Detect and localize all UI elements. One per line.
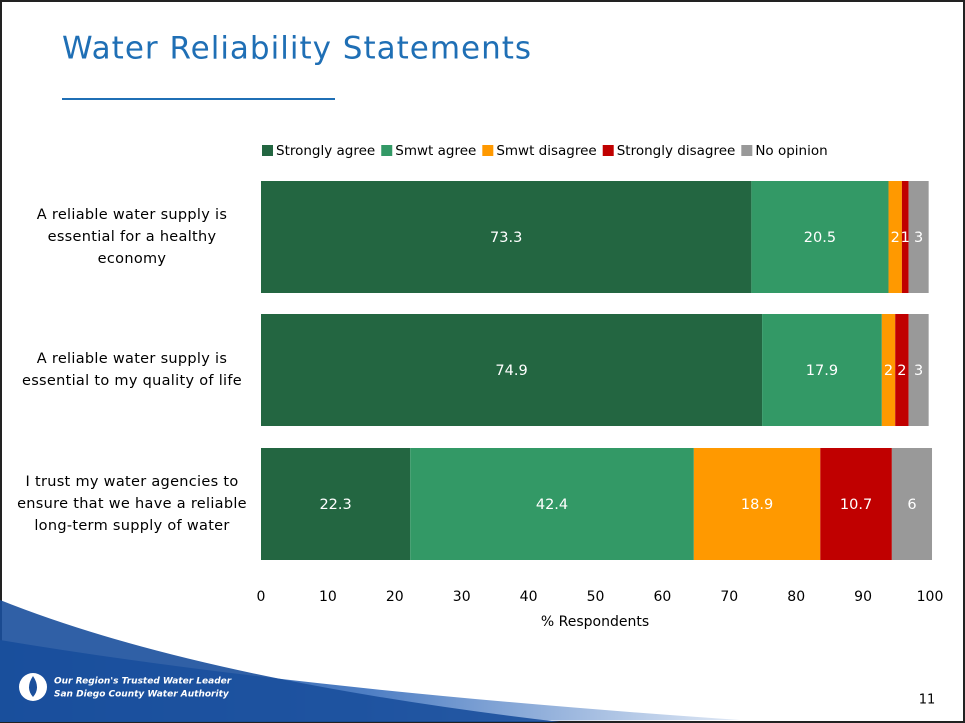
data-label: 73.3 <box>490 230 522 246</box>
legend-label: Strongly disagree <box>617 143 736 159</box>
legend-label: Strongly agree <box>276 143 375 159</box>
data-label: 3 <box>914 230 923 246</box>
bar-segment <box>908 181 929 293</box>
x-tick-label: 40 <box>520 589 538 605</box>
x-tick-label: 100 <box>917 589 944 605</box>
legend-swatch <box>262 145 273 156</box>
bar-segment <box>820 448 892 560</box>
legend-label: No opinion <box>755 143 827 159</box>
bar-segment <box>261 314 763 426</box>
legend-label: Smwt disagree <box>496 143 596 159</box>
x-tick-label: 60 <box>653 589 671 605</box>
slide-title: Water Reliability Statements <box>62 31 532 67</box>
data-label: 20.5 <box>804 230 836 246</box>
legend-swatch <box>741 145 753 156</box>
footer-text: Our Region's Trusted Water Leader <box>54 677 232 687</box>
category-label: A reliable water supply is essential for… <box>36 207 228 267</box>
x-tick-label: 0 <box>257 589 266 605</box>
bar-segment <box>751 181 889 293</box>
data-label: 2 <box>891 230 900 246</box>
x-tick-label: 90 <box>854 589 872 605</box>
x-tick-label: 20 <box>386 589 404 605</box>
bar-segment <box>895 314 909 426</box>
logo-drop <box>29 676 37 697</box>
bar-segment <box>261 181 752 293</box>
footer-wave-dark <box>0 600 560 722</box>
data-label: 2 <box>884 363 893 379</box>
legend-swatch <box>482 145 494 156</box>
bar-segment <box>410 448 694 560</box>
legend-swatch <box>381 145 393 156</box>
footer-text: San Diego County Water Authority <box>54 690 230 700</box>
data-label: 42.4 <box>536 497 568 513</box>
category-label: I trust my water agencies to ensure that… <box>17 474 247 534</box>
data-label: 2 <box>897 363 906 379</box>
data-label: 17.9 <box>806 363 838 379</box>
data-label: 74.9 <box>495 363 527 379</box>
x-tick-label: 50 <box>587 589 605 605</box>
data-label: 6 <box>907 497 916 513</box>
bar-segment <box>261 448 411 560</box>
data-label: 3 <box>914 363 923 379</box>
bar-segment <box>901 181 909 293</box>
bar-segment <box>888 181 902 293</box>
bar-segment <box>908 314 929 426</box>
x-tick-label: 10 <box>319 589 337 605</box>
x-tick-label: 30 <box>453 589 471 605</box>
category-label: A reliable water supply is essential to … <box>21 351 243 389</box>
legend-swatch <box>602 145 614 156</box>
data-label: 22.3 <box>319 497 351 513</box>
legend-label: Smwt agree <box>395 143 476 159</box>
data-label: 1 <box>901 230 910 246</box>
page-number: 11 <box>919 693 936 708</box>
x-tick-label: 70 <box>720 589 738 605</box>
bar-segment <box>762 314 882 426</box>
bar-segment <box>693 448 821 560</box>
x-axis-label: % Respondents <box>541 614 649 630</box>
bar-segment <box>881 314 896 426</box>
x-tick-label: 80 <box>787 589 805 605</box>
bar-segment <box>891 448 933 560</box>
data-label: 18.9 <box>741 497 773 513</box>
data-label: 10.7 <box>840 497 872 513</box>
